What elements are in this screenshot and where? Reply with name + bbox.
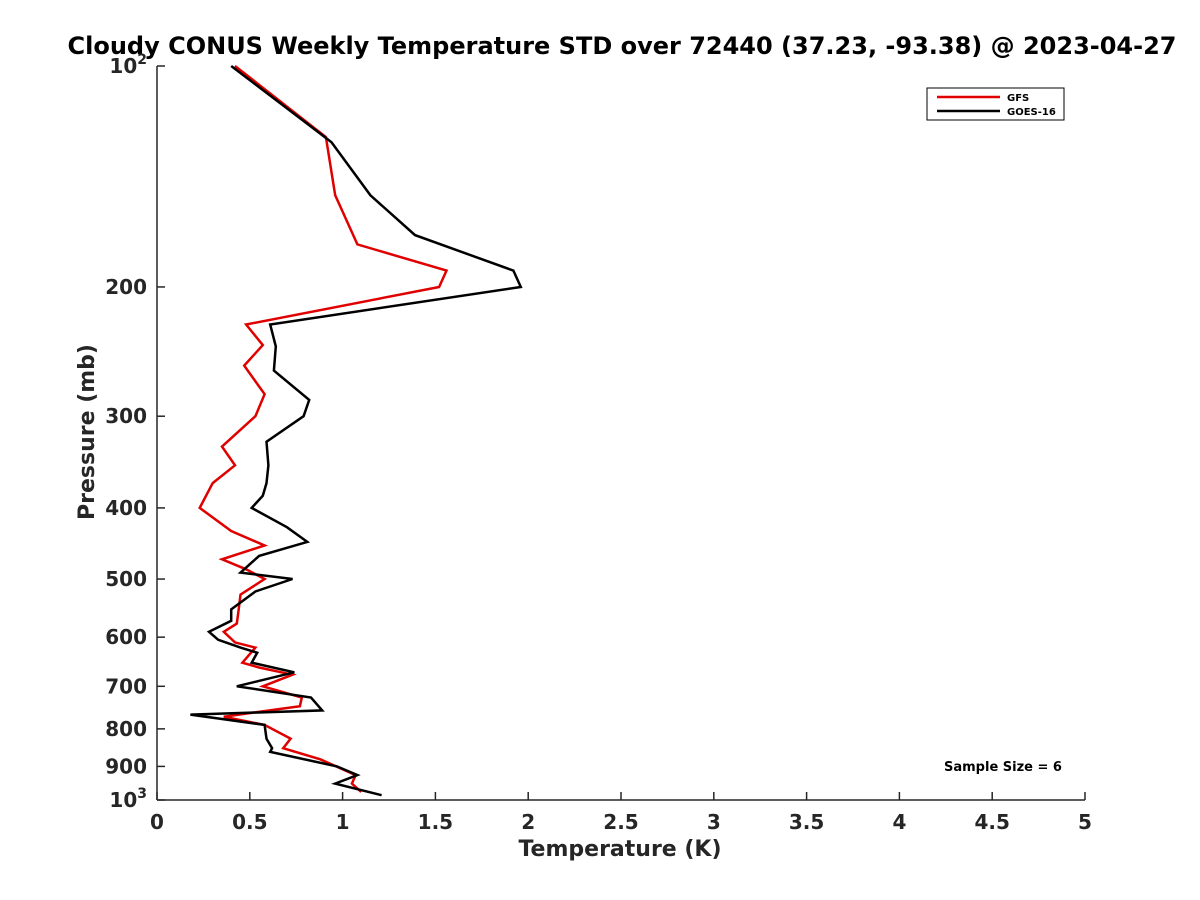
- sample-size-annotation: Sample Size = 6: [944, 760, 1062, 775]
- y-tick-label: 400: [105, 496, 147, 520]
- x-tick-label: 0.5: [232, 810, 267, 834]
- x-tick-label: 2.5: [603, 810, 638, 834]
- y-tick-label: 103: [109, 786, 147, 812]
- x-axis-label: Temperature (K): [518, 837, 721, 862]
- y-tick-label: 800: [105, 717, 147, 741]
- legend-label-goes16: GOES-16: [1007, 107, 1056, 118]
- y-axis-label: Pressure (mb): [75, 344, 100, 520]
- y-tick-label: 500: [105, 567, 147, 591]
- x-tick-label: 2: [521, 810, 535, 834]
- axes: 0 0.5 1 1.5 2 2.5 3 3.5 4 4.5 5 102 200 300 400 500 600 7…: [105, 52, 1092, 834]
- y-tick-label: 102: [109, 52, 147, 78]
- y-tick-label: 200: [105, 275, 147, 299]
- x-tick-label: 3: [707, 810, 721, 834]
- plot-lines: [190, 65, 523, 797]
- x-tick-label: 1: [336, 810, 350, 834]
- y-tick-label: 900: [105, 754, 147, 778]
- y-tick-label: 300: [105, 404, 147, 428]
- y-tick-label: 700: [105, 674, 147, 698]
- x-tick-label: 1.5: [418, 810, 453, 834]
- x-tick-label: 5: [1078, 810, 1092, 834]
- legend-label-gfs: GFS: [1007, 93, 1029, 104]
- series-line-gfs: [198, 65, 449, 793]
- x-tick-label: 4.5: [974, 810, 1009, 834]
- y-tick-label: 600: [105, 625, 147, 649]
- series-line-goes16: [190, 65, 523, 797]
- x-tick-label: 0: [150, 810, 164, 834]
- x-tick-label: 4: [892, 810, 906, 834]
- legend: GFS GOES-16: [926, 87, 1065, 121]
- legend-box: [926, 87, 1065, 121]
- chart-title: Cloudy CONUS Weekly Temperature STD over…: [68, 32, 1177, 60]
- x-tick-label: 3.5: [789, 810, 824, 834]
